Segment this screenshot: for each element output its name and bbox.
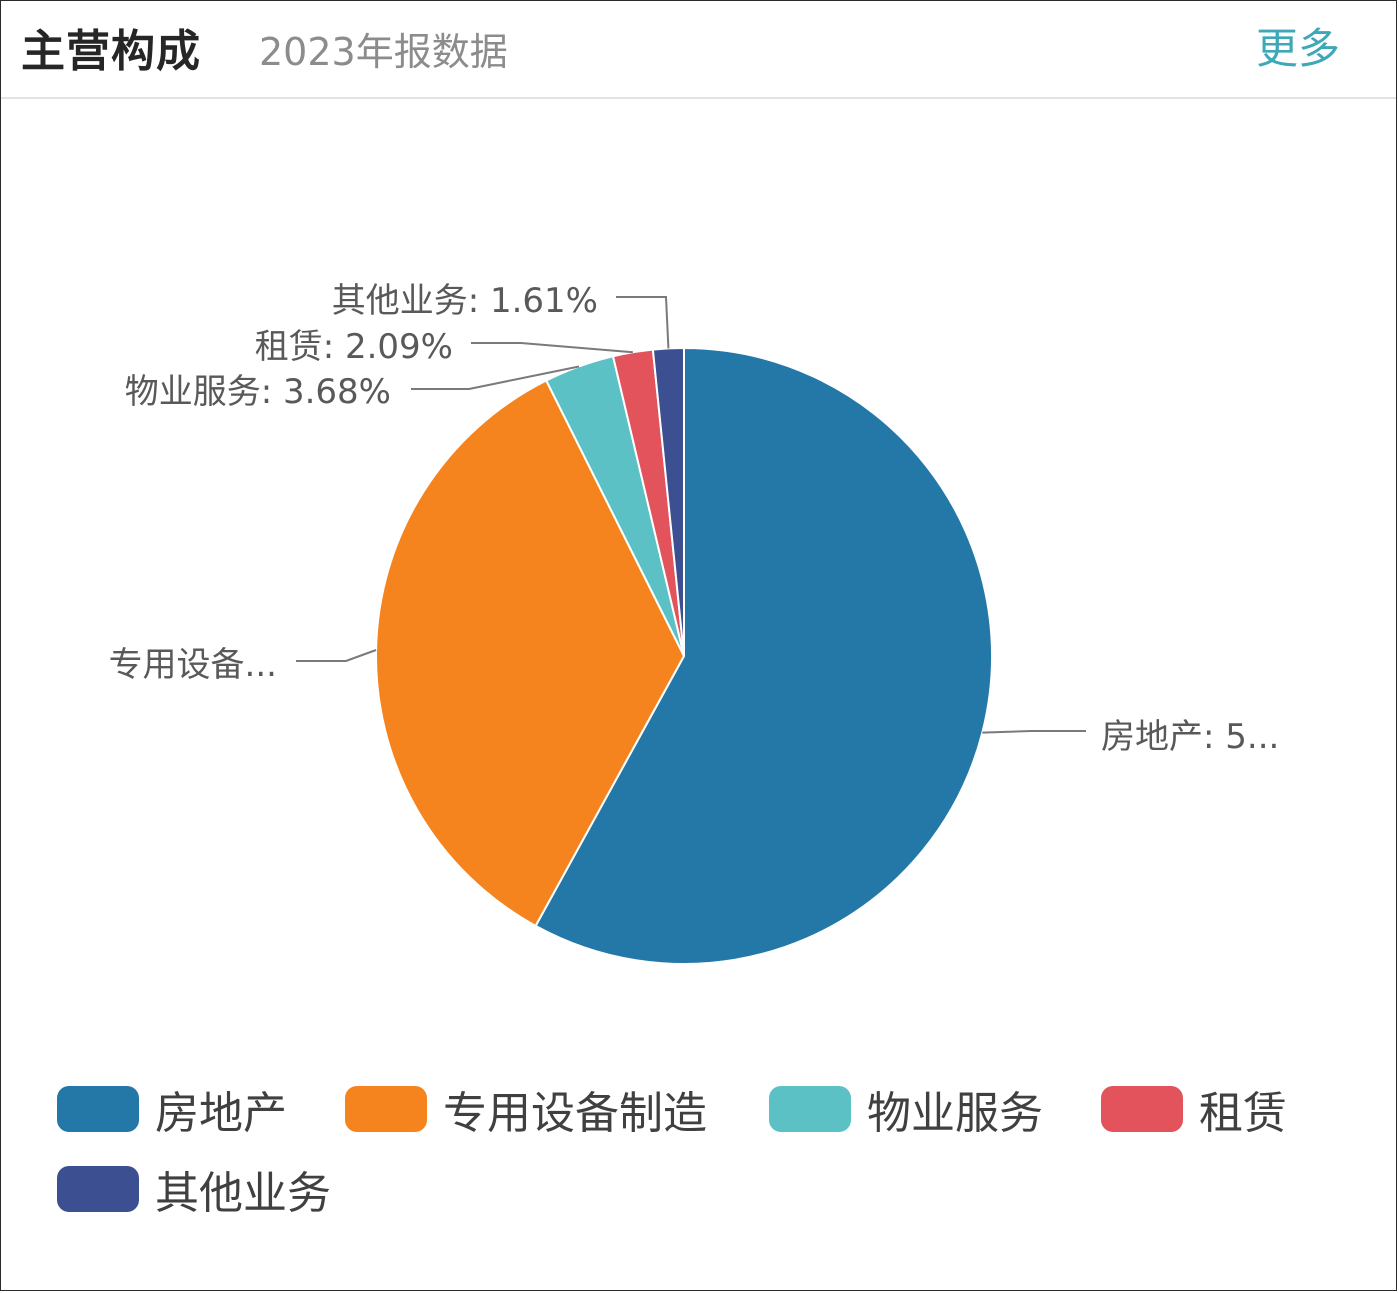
leader-line-3: [471, 342, 633, 354]
pie-slice-1[interactable]: [375, 379, 686, 928]
pie-slice-4[interactable]: [651, 346, 685, 657]
legend-label: 房地产: [155, 1088, 287, 1139]
legend-swatch: [1101, 1086, 1183, 1132]
card-subtitle: 2023年报数据: [259, 30, 508, 74]
legend-swatch: [769, 1086, 851, 1132]
legend-item-4[interactable]: 其他业务: [57, 1159, 331, 1219]
leader-line-4: [616, 296, 670, 349]
legend-label: 其他业务: [155, 1168, 331, 1219]
slice-label-3: 租赁: 2.09%: [255, 327, 453, 367]
legend-label: 专用设备制造: [443, 1088, 707, 1139]
pie-slice-0[interactable]: [534, 346, 993, 965]
leader-line-1: [296, 649, 377, 662]
slice-label-0: 房地产: 5...: [1101, 717, 1279, 757]
card-header: 主营构成 2023年报数据 更多: [1, 1, 1396, 99]
more-link[interactable]: 更多: [1255, 24, 1340, 73]
legend-label: 租赁: [1199, 1088, 1287, 1139]
legend-item-3[interactable]: 租赁: [1101, 1079, 1287, 1139]
legend-item-1[interactable]: 专用设备制造: [345, 1079, 707, 1139]
card-title: 主营构成: [21, 26, 201, 77]
legend-item-2[interactable]: 物业服务: [769, 1079, 1043, 1139]
legend-item-0[interactable]: 房地产: [57, 1079, 287, 1139]
leader-line-0: [982, 730, 1086, 734]
slice-label-4: 其他业务: 1.61%: [332, 281, 598, 321]
legend-swatch: [57, 1166, 139, 1212]
legend-label: 物业服务: [867, 1088, 1043, 1139]
leader-line-2: [411, 365, 580, 390]
slice-label-2: 物业服务: 3.68%: [125, 372, 391, 412]
legend-swatch: [345, 1086, 427, 1132]
legend-swatch: [57, 1086, 139, 1132]
slice-label-1: 专用设备...: [109, 645, 277, 685]
